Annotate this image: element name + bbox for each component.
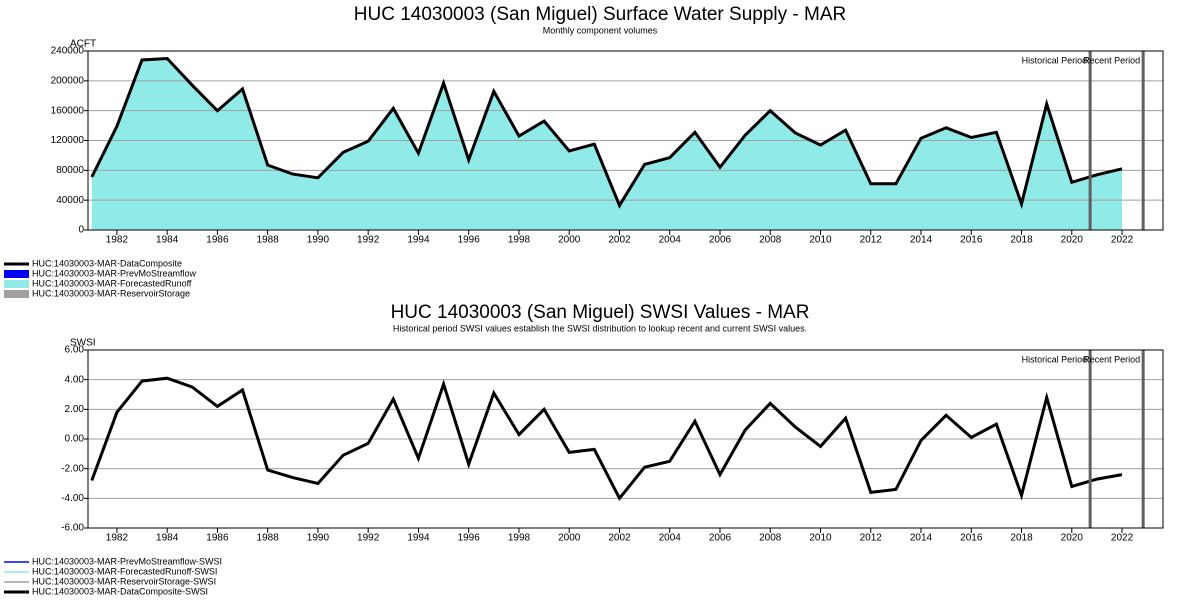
legend-label: HUC:14030003-MAR-ForecastedRunoff-SWSI bbox=[32, 566, 217, 576]
x-tick-label: 2006 bbox=[709, 235, 732, 246]
x-tick-label: 2000 bbox=[558, 533, 581, 544]
area bbox=[91, 58, 1122, 230]
y-axis-label: SWSI bbox=[70, 338, 96, 349]
x-tick-label: 2010 bbox=[809, 235, 832, 246]
x-tick-label: 1984 bbox=[156, 533, 179, 544]
chart-subtitle: Monthly component volumes bbox=[543, 25, 658, 35]
legend-label: HUC:14030003-MAR-ReservoirStorage-SWSI bbox=[32, 576, 216, 586]
legend-label: HUC:14030003-MAR-ReservoirStorage bbox=[32, 288, 190, 298]
x-tick-label: 2008 bbox=[759, 235, 782, 246]
x-tick-label: 1984 bbox=[156, 235, 179, 246]
y-axis-label: ACFT bbox=[70, 39, 96, 50]
x-tick-label: 2018 bbox=[1010, 235, 1033, 246]
line bbox=[90, 56, 1123, 210]
y-tick-label: 200000 bbox=[51, 75, 85, 86]
y-tick-label: 0 bbox=[78, 225, 84, 236]
x-tick-label: 2004 bbox=[659, 235, 682, 246]
plot-border bbox=[87, 50, 1164, 231]
chart-subtitle: Historical period SWSI values establish … bbox=[393, 323, 807, 333]
x-tick-label: 2004 bbox=[659, 533, 682, 544]
x-tick-label: 1996 bbox=[458, 235, 481, 246]
y-tick-label: 120000 bbox=[51, 135, 85, 146]
x-tick-label: 1988 bbox=[257, 533, 280, 544]
y-tick-label: 6.00 bbox=[65, 345, 85, 356]
y-tick-label: 80000 bbox=[56, 165, 84, 176]
plot-border bbox=[87, 349, 1164, 529]
x-tick-label: 1996 bbox=[458, 533, 481, 544]
period-label: Historical Period bbox=[1022, 354, 1088, 364]
x-tick-label: 1990 bbox=[307, 533, 330, 544]
x-tick-label: 2006 bbox=[709, 533, 732, 544]
legend-swatch bbox=[4, 270, 29, 278]
period-label: Recent Period bbox=[1083, 55, 1140, 65]
x-tick-label: 1982 bbox=[106, 235, 129, 246]
x-tick-label: 2020 bbox=[1061, 235, 1084, 246]
x-tick-label: 1990 bbox=[307, 235, 330, 246]
x-tick-label: 2012 bbox=[860, 533, 883, 544]
x-tick-label: 2016 bbox=[960, 235, 983, 246]
x-tick-label: 2012 bbox=[860, 235, 883, 246]
line bbox=[90, 376, 1123, 502]
x-tick-label: 1998 bbox=[508, 533, 531, 544]
chart-title: HUC 14030003 (San Miguel) Surface Water … bbox=[354, 4, 846, 25]
x-tick-label: 2010 bbox=[809, 533, 832, 544]
legend-label: HUC:14030003-MAR-PrevMoStreamflow bbox=[32, 268, 197, 278]
x-tick-label: 2016 bbox=[960, 533, 983, 544]
x-tick-label: 2018 bbox=[1010, 533, 1033, 544]
period-label: Recent Period bbox=[1083, 354, 1140, 364]
x-tick-label: 2014 bbox=[910, 235, 933, 246]
legend-swatch bbox=[4, 280, 29, 288]
legend-swatch bbox=[4, 290, 29, 298]
x-tick-label: 1998 bbox=[508, 235, 531, 246]
x-tick-label: 1988 bbox=[257, 235, 280, 246]
y-tick-label: 4.00 bbox=[65, 374, 85, 385]
x-tick-label: 1992 bbox=[357, 235, 380, 246]
x-tick-label: 1986 bbox=[206, 235, 229, 246]
x-tick-label: 2022 bbox=[1111, 533, 1134, 544]
chart-title: HUC 14030003 (San Miguel) SWSI Values - … bbox=[391, 302, 810, 323]
y-tick-label: 160000 bbox=[51, 105, 85, 116]
x-tick-label: 2008 bbox=[759, 533, 782, 544]
x-tick-label: 1982 bbox=[106, 533, 129, 544]
y-tick-label: 240000 bbox=[51, 46, 85, 57]
x-tick-label: 2000 bbox=[558, 235, 581, 246]
x-tick-label: 1992 bbox=[357, 533, 380, 544]
y-tick-label: 40000 bbox=[56, 195, 84, 206]
x-tick-label: 1994 bbox=[407, 235, 430, 246]
legend-label: HUC:14030003-MAR-DataComposite bbox=[32, 258, 182, 268]
x-tick-label: 2002 bbox=[608, 533, 631, 544]
x-tick-label: 1986 bbox=[206, 533, 229, 544]
y-tick-label: -4.00 bbox=[61, 493, 84, 504]
x-tick-label: 2022 bbox=[1111, 235, 1134, 246]
x-tick-label: 2020 bbox=[1061, 533, 1084, 544]
legend-label: HUC:14030003-MAR-ForecastedRunoff bbox=[32, 278, 192, 288]
y-tick-label: -2.00 bbox=[61, 463, 84, 474]
legend-label: HUC:14030003-MAR-PrevMoStreamflow-SWSI bbox=[32, 556, 222, 566]
y-tick-label: 2.00 bbox=[65, 404, 85, 415]
x-tick-label: 2002 bbox=[608, 235, 631, 246]
y-tick-label: -6.00 bbox=[61, 523, 84, 534]
legend-label: HUC:14030003-MAR-DataComposite-SWSI bbox=[32, 586, 208, 596]
y-tick-label: 0.00 bbox=[65, 434, 85, 445]
x-tick-label: 1994 bbox=[407, 533, 430, 544]
x-tick-label: 2014 bbox=[910, 533, 933, 544]
period-label: Historical Period bbox=[1022, 55, 1088, 65]
